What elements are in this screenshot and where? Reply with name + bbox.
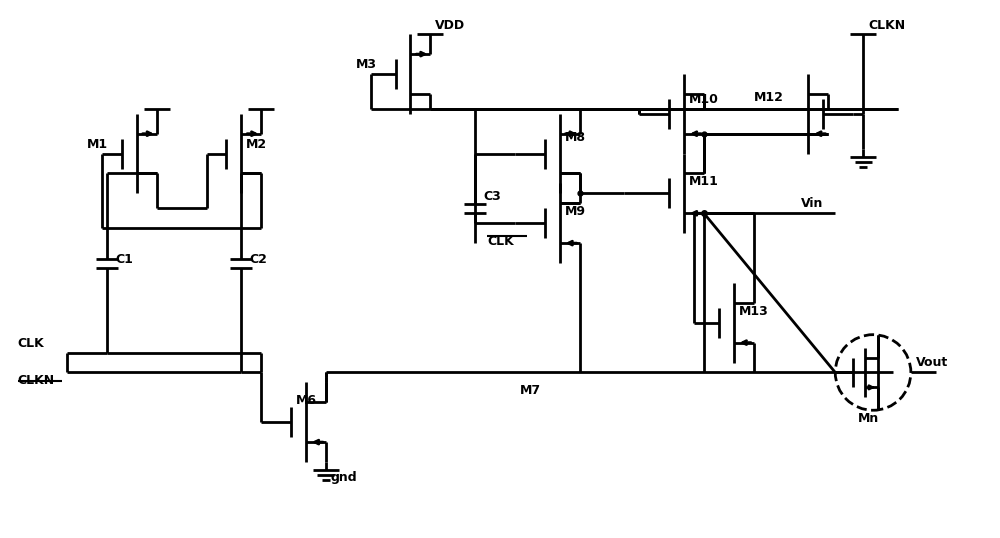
Text: M12: M12 <box>754 91 784 104</box>
Text: Vin: Vin <box>800 197 823 210</box>
Text: CLK: CLK <box>18 337 44 350</box>
Text: M3: M3 <box>356 58 377 71</box>
Text: C3: C3 <box>483 190 501 203</box>
Text: M1: M1 <box>87 138 108 151</box>
Text: CLKN: CLKN <box>868 19 905 32</box>
Text: C2: C2 <box>249 253 267 266</box>
Text: gnd: gnd <box>331 471 358 484</box>
Text: VDD: VDD <box>435 19 465 32</box>
Text: C1: C1 <box>115 253 133 266</box>
Text: M2: M2 <box>246 138 267 151</box>
Text: M8: M8 <box>565 131 586 144</box>
Text: CLKN: CLKN <box>18 374 55 387</box>
Text: M13: M13 <box>739 305 769 318</box>
Text: Vout: Vout <box>916 357 948 370</box>
Text: M6: M6 <box>296 394 317 407</box>
Text: M10: M10 <box>689 93 719 106</box>
Text: M9: M9 <box>565 206 586 218</box>
Text: M11: M11 <box>689 175 719 188</box>
Text: CLK: CLK <box>487 235 514 248</box>
Text: M7: M7 <box>520 384 541 398</box>
Text: Mn: Mn <box>857 412 879 425</box>
